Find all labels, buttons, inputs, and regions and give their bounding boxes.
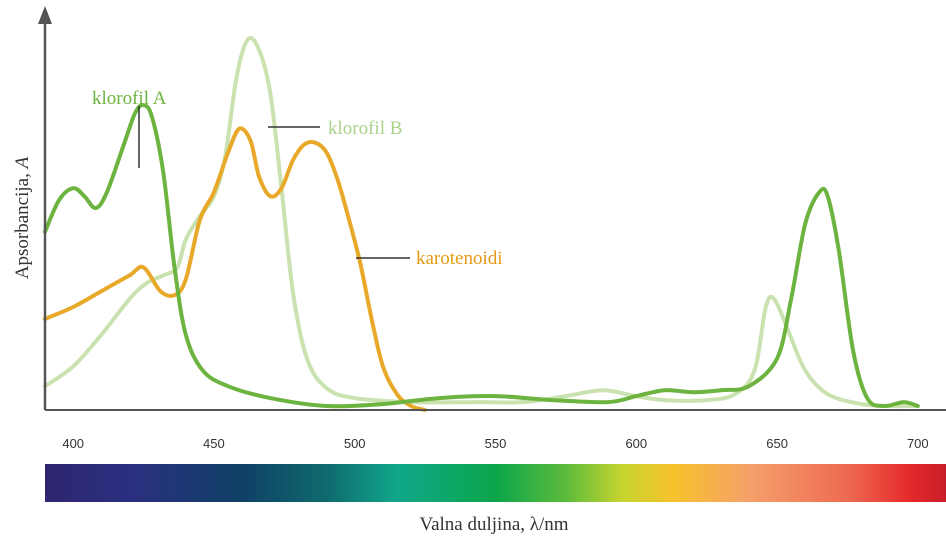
y-axis-arrow (38, 6, 52, 24)
klorofil-b-label: klorofil B (328, 118, 402, 139)
x-tick-label: 500 (344, 436, 366, 451)
klorofil-a-label: klorofil A (92, 88, 167, 109)
x-tick-label: 600 (625, 436, 647, 451)
x-tick-label: 700 (907, 436, 929, 451)
visible-spectrum-bar (45, 464, 946, 502)
karotenoidi-label: karotenoidi (416, 248, 503, 269)
x-tick-label: 650 (766, 436, 788, 451)
series-line-klorofil-b (43, 36, 920, 409)
x-tick-label: 400 (62, 436, 84, 451)
y-axis-label: Apsorbancija, A (12, 156, 33, 279)
x-tick-label: 450 (203, 436, 225, 451)
series-layer (43, 36, 920, 412)
series-line-karotenoidi (43, 126, 428, 412)
x-tick-label: 550 (485, 436, 507, 451)
x-tick-labels: 400 450 500 550 600 650 700 (62, 436, 928, 451)
series-line-klorofil-a (43, 102, 920, 409)
x-axis-label: Valna duljina, λ/nm (419, 514, 568, 535)
